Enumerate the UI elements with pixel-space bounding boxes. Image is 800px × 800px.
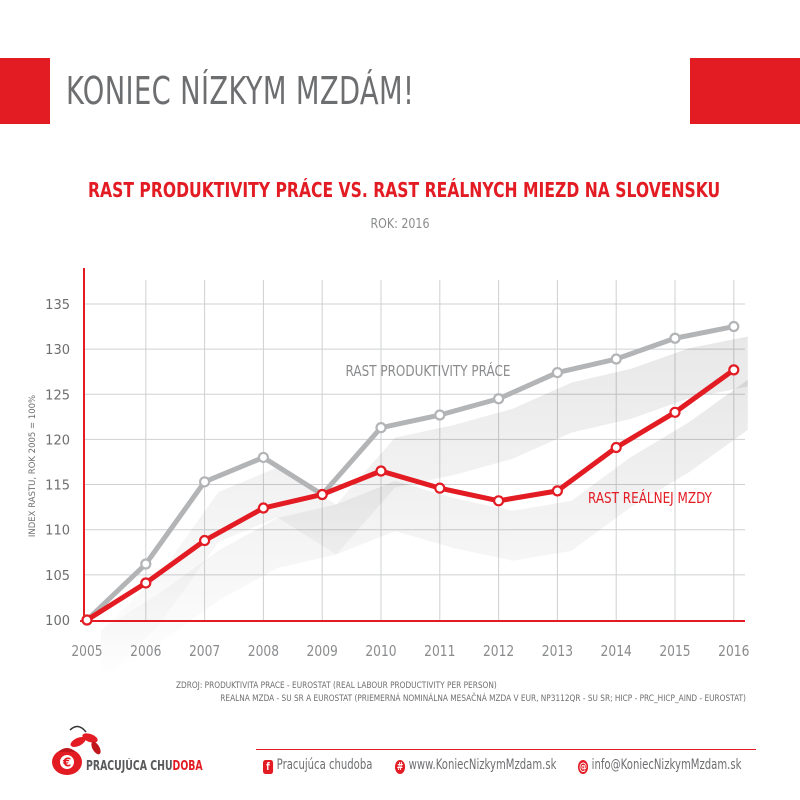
y-tick-label: 125 [45,388,70,403]
axes [80,268,745,624]
globe-icon: # [395,760,406,774]
footer-divider [256,749,756,750]
series-line-real-wage [84,367,737,623]
source-line-1: ZDROJ: PRODUKTIVITA PRACE - EUROSTAT (RE… [176,681,497,691]
logo-wordmark: PRACUJÚCA CHUDOBA [86,759,203,774]
data-point [669,332,681,344]
data-point [140,558,152,570]
data-point [257,502,269,514]
data-point [316,488,328,501]
logo-text-part2: DOBA [172,759,203,774]
footer-website-link[interactable]: # www.KoniecNizkymMzdam.sk [395,757,556,774]
x-tick-label: 2009 [307,643,338,660]
line-chart: 100 105 110 115 120 125 130 135 2005 2006 2007 2008… [28,268,749,680]
x-tick-label: 2007 [189,643,220,660]
data-point [375,465,387,477]
logo-euro-symbol: € [62,756,71,770]
data-point [199,534,211,547]
x-tick-label: 2008 [248,643,279,660]
data-point [610,441,622,454]
data-point [375,422,387,434]
page-title: KONIEC NÍZKYM MZDÁM! [66,69,415,113]
header-accent-left [0,58,50,124]
data-point [493,495,505,507]
x-tick-label: 2016 [718,643,749,660]
y-axis-label: INDEX RASTU, ROK 2005 = 100% [28,395,38,537]
y-tick-label: 105 [45,569,70,584]
y-tick-label: 115 [45,479,70,494]
series [81,320,740,626]
y-tick-label: 120 [45,433,70,448]
header-accent-right [690,58,800,124]
facebook-label: Pracujúca chudoba [276,757,373,773]
x-tick-label: 2015 [659,643,690,660]
at-sign-icon: @ [578,760,589,774]
chart-title: RAST PRODUKTIVITY PRÁCE VS. RAST REÁLNYC… [88,178,721,202]
x-tick-label: 2006 [130,643,161,660]
data-point [551,366,564,379]
tick-labels: 100 105 110 115 120 125 130 135 2005 2006 2007 2008… [28,298,749,660]
footer-facebook-link[interactable]: f Pracujúca chudoba [263,757,372,774]
data-point [257,451,269,464]
data-point [199,476,211,488]
chart-subtitle: ROK: 2016 [370,217,430,232]
data-point [551,485,564,497]
data-point [434,482,446,494]
data-point [140,577,152,589]
data-point [434,409,446,421]
series-line-productivity [84,324,737,623]
x-tick-label: 2011 [424,643,455,660]
x-tick-label: 2010 [365,643,396,660]
source-line-2: REALNA MZDA - SU SR A EUROSTAT (PRIEMERN… [220,694,746,704]
y-tick-label: 100 [45,614,70,629]
email-label: info@KoniecNizkymMzdam.sk [591,757,742,773]
data-point [728,364,740,376]
data-point [728,320,740,333]
series-shadow [101,379,748,680]
series-label-real-wage: RAST REÁLNEJ MZDY [588,489,713,508]
y-tick-label: 135 [45,298,70,313]
data-point [493,393,505,405]
website-label: www.KoniecNizkymMzdam.sk [408,757,557,773]
y-tick-label: 110 [45,524,70,539]
sources-note: ZDROJ: PRODUKTIVITA PRACE - EUROSTAT (RE… [176,680,746,706]
line-shadows [101,336,748,680]
logo-text-part1: PRACUJÚCA CHU [86,759,173,774]
data-point [669,406,681,418]
series-shadow [101,336,748,680]
y-tick-label: 130 [45,343,70,358]
x-tick-label: 2013 [542,643,573,660]
footer-email-link[interactable]: @ info@KoniecNizkymMzdam.sk [578,757,741,774]
facebook-icon: f [263,760,274,774]
x-tick-label: 2005 [71,643,102,660]
data-point [610,353,622,365]
x-tick-label: 2012 [483,643,514,660]
series-label-productivity: RAST PRODUKTIVITY PRÁCE [346,362,511,381]
data-point [81,614,93,626]
money-bag-icon: € [52,725,101,775]
x-tick-label: 2014 [601,643,632,660]
